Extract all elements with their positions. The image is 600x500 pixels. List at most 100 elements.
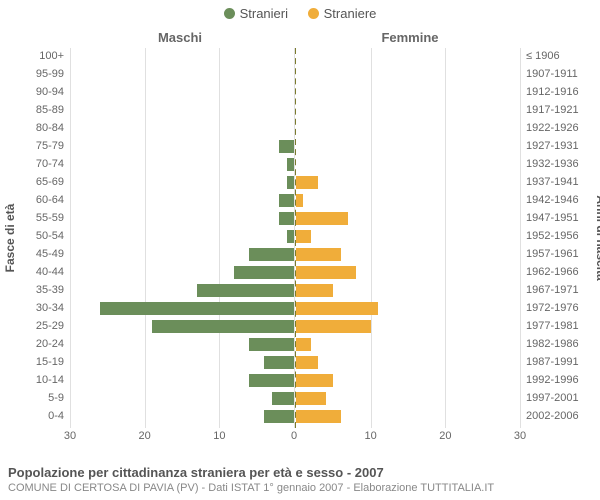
- chart-title: Popolazione per cittadinanza straniera p…: [8, 465, 592, 480]
- birth-year-label: 1927-1931: [526, 140, 600, 152]
- age-row: 25-291977-1981: [70, 318, 520, 336]
- birth-year-label: 1977-1981: [526, 320, 600, 332]
- bar-female: [296, 374, 333, 387]
- age-label: 90-94: [8, 86, 64, 98]
- legend-item-female: Straniere: [308, 6, 377, 21]
- age-row: 45-491957-1961: [70, 246, 520, 264]
- age-row: 70-741932-1936: [70, 156, 520, 174]
- age-label: 95-99: [8, 68, 64, 80]
- bar-female: [296, 266, 356, 279]
- legend-label-male: Stranieri: [240, 6, 288, 21]
- bar-female: [296, 338, 311, 351]
- bar-male: [264, 356, 294, 369]
- x-tick-label: 10: [365, 430, 377, 442]
- bar-female: [296, 176, 318, 189]
- age-label: 45-49: [8, 248, 64, 260]
- age-label: 0-4: [8, 410, 64, 422]
- age-row: 30-341972-1976: [70, 300, 520, 318]
- bar-female: [296, 392, 326, 405]
- bar-male: [287, 158, 294, 171]
- bar-female: [296, 410, 341, 423]
- x-tick-label: 0: [291, 430, 297, 442]
- age-row: 20-241982-1986: [70, 336, 520, 354]
- age-row: 10-141992-1996: [70, 372, 520, 390]
- age-row: 15-191987-1991: [70, 354, 520, 372]
- age-label: 40-44: [8, 266, 64, 278]
- bar-male: [234, 266, 294, 279]
- bar-male: [287, 230, 294, 243]
- birth-year-label: 1972-1976: [526, 302, 600, 314]
- x-tick-label: 30: [514, 430, 526, 442]
- birth-year-label: 1922-1926: [526, 122, 600, 134]
- age-row: 75-791927-1931: [70, 138, 520, 156]
- legend-swatch-female: [308, 8, 319, 19]
- chart-subtitle: COMUNE DI CERTOSA DI PAVIA (PV) - Dati I…: [8, 482, 592, 494]
- bar-male: [264, 410, 294, 423]
- age-label: 65-69: [8, 176, 64, 188]
- age-row: 90-941912-1916: [70, 84, 520, 102]
- bar-male: [249, 248, 294, 261]
- age-label: 35-39: [8, 284, 64, 296]
- bar-male: [279, 140, 294, 153]
- birth-year-label: 1952-1956: [526, 230, 600, 242]
- birth-year-label: 1947-1951: [526, 212, 600, 224]
- legend-item-male: Stranieri: [224, 6, 288, 21]
- x-tick-label: 20: [439, 430, 451, 442]
- bar-male: [272, 392, 294, 405]
- population-pyramid-chart: Stranieri Straniere Maschi Femmine Fasce…: [0, 0, 600, 500]
- age-label: 20-24: [8, 338, 64, 350]
- age-label: 25-29: [8, 320, 64, 332]
- birth-year-label: 1932-1936: [526, 158, 600, 170]
- bar-female: [296, 212, 348, 225]
- bar-female: [296, 302, 378, 315]
- bar-male: [100, 302, 294, 315]
- bar-male: [287, 176, 294, 189]
- age-row: 0-42002-2006: [70, 408, 520, 426]
- plot-area: 0101020203030100+≤ 190695-991907-191190-…: [70, 48, 520, 448]
- age-row: 80-841922-1926: [70, 120, 520, 138]
- birth-year-label: 1917-1921: [526, 104, 600, 116]
- birth-year-label: 1997-2001: [526, 392, 600, 404]
- age-label: 75-79: [8, 140, 64, 152]
- birth-year-label: 1992-1996: [526, 374, 600, 386]
- age-row: 95-991907-1911: [70, 66, 520, 84]
- legend-swatch-male: [224, 8, 235, 19]
- bar-female: [296, 194, 303, 207]
- bar-male: [279, 212, 294, 225]
- bar-female: [296, 230, 311, 243]
- age-label: 55-59: [8, 212, 64, 224]
- age-row: 65-691937-1941: [70, 174, 520, 192]
- column-header-male: Maschi: [70, 30, 290, 45]
- birth-year-label: 1907-1911: [526, 68, 600, 80]
- age-label: 100+: [8, 50, 64, 62]
- age-row: 55-591947-1951: [70, 210, 520, 228]
- age-row: 85-891917-1921: [70, 102, 520, 120]
- chart-footer: Popolazione per cittadinanza straniera p…: [8, 465, 592, 494]
- age-row: 40-441962-1966: [70, 264, 520, 282]
- legend-label-female: Straniere: [324, 6, 377, 21]
- column-header-female: Femmine: [300, 30, 520, 45]
- x-tick-label: 30: [64, 430, 76, 442]
- age-label: 50-54: [8, 230, 64, 242]
- gridline: [520, 48, 521, 428]
- x-tick-label: 20: [139, 430, 151, 442]
- birth-year-label: ≤ 1906: [526, 50, 600, 62]
- bar-female: [296, 320, 371, 333]
- x-tick-label: 10: [213, 430, 225, 442]
- age-label: 15-19: [8, 356, 64, 368]
- age-row: 60-641942-1946: [70, 192, 520, 210]
- birth-year-label: 1967-1971: [526, 284, 600, 296]
- age-label: 30-34: [8, 302, 64, 314]
- birth-year-label: 1957-1961: [526, 248, 600, 260]
- age-label: 60-64: [8, 194, 64, 206]
- birth-year-label: 1942-1946: [526, 194, 600, 206]
- age-label: 80-84: [8, 122, 64, 134]
- bar-male: [152, 320, 294, 333]
- age-label: 5-9: [8, 392, 64, 404]
- birth-year-label: 1982-1986: [526, 338, 600, 350]
- birth-year-label: 2002-2006: [526, 410, 600, 422]
- bar-male: [249, 374, 294, 387]
- age-row: 50-541952-1956: [70, 228, 520, 246]
- legend: Stranieri Straniere: [0, 6, 600, 22]
- age-label: 85-89: [8, 104, 64, 116]
